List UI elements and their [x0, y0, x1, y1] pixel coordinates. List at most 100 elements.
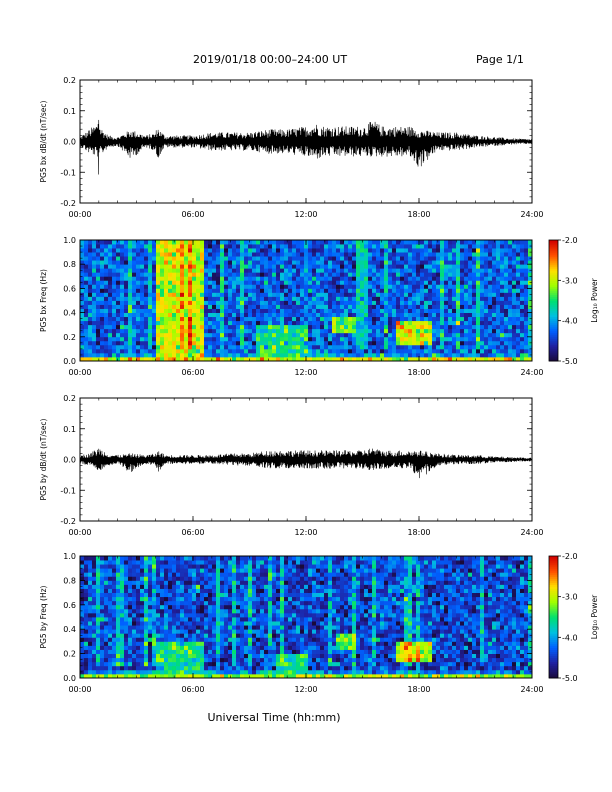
spectrogram-cell	[468, 328, 473, 334]
x-tick-label: 24:00	[520, 528, 543, 537]
spectrogram-cell	[448, 304, 453, 309]
spectrogram-cell	[120, 336, 125, 342]
spectrogram-cell	[148, 612, 153, 618]
spectrogram-cell	[84, 653, 89, 659]
spectrogram-cell	[256, 264, 261, 269]
spectrogram-cell	[516, 324, 521, 330]
spectrogram-cell	[368, 356, 373, 362]
spectrogram-cell	[484, 264, 489, 269]
spectrogram-cell	[524, 240, 529, 245]
spectrogram-cell	[124, 596, 129, 602]
spectrogram-cell	[224, 673, 229, 679]
spectrogram-cell	[124, 568, 129, 573]
spectrogram-cell	[168, 665, 173, 671]
spectrogram-cell	[176, 637, 181, 642]
spectrogram-cell	[124, 560, 129, 565]
spectrogram-cell	[180, 661, 185, 667]
spectrogram-cell	[184, 316, 189, 322]
spectrogram-cell	[176, 576, 181, 581]
spectrogram-cell	[472, 264, 477, 269]
spectrogram-cell	[384, 312, 389, 318]
spectrogram-cell	[128, 300, 133, 305]
spectrogram-cell	[164, 248, 169, 253]
spectrogram-cell	[244, 332, 249, 338]
spectrogram-cell	[288, 348, 293, 354]
spectrogram-cell	[160, 352, 165, 358]
spectrogram-cell	[160, 240, 165, 245]
spectrogram-cell	[176, 588, 181, 593]
spectrogram-cell	[248, 352, 253, 358]
spectrogram-cell	[512, 328, 517, 334]
spectrogram-cell	[188, 300, 193, 305]
spectrogram-cell	[376, 304, 381, 309]
spectrogram-cell	[80, 348, 85, 354]
spectrogram-cell	[176, 356, 181, 362]
spectrogram-cell	[164, 665, 169, 671]
spectrogram-cell	[188, 649, 193, 654]
colorbar-swatch	[549, 294, 558, 297]
spectrogram-cell	[208, 673, 213, 679]
spectrogram-cell	[100, 653, 105, 659]
spectrogram-cell	[252, 260, 257, 265]
spectrogram-cell	[176, 645, 181, 650]
spectrogram-cell	[464, 272, 469, 277]
spectrogram-cell	[440, 240, 445, 245]
spectrogram-cell	[468, 304, 473, 309]
spectrogram-cell	[184, 280, 189, 285]
spectrogram-cell	[180, 612, 185, 618]
spectrogram-cell	[392, 240, 397, 245]
spectrogram-cell	[288, 252, 293, 257]
spectrogram-cell	[324, 316, 329, 322]
colorbar-swatch	[549, 276, 558, 279]
spectrogram-cell	[452, 292, 457, 297]
colorbar-swatch	[549, 254, 558, 257]
spectrogram-cell	[476, 296, 481, 301]
spectrogram-cell	[312, 352, 317, 358]
spectrogram-cell	[352, 268, 357, 273]
spectrogram-cell	[396, 288, 401, 293]
spectrogram-cell	[108, 669, 113, 675]
spectrogram-cell	[228, 556, 233, 561]
spectrogram-cell	[100, 340, 105, 346]
spectrogram-cell	[136, 568, 141, 573]
spectrogram-cell	[168, 288, 173, 293]
spectrogram-cell	[324, 288, 329, 293]
spectrogram-cell	[392, 340, 397, 346]
spectrogram-cell	[240, 340, 245, 346]
spectrogram-cell	[292, 336, 297, 342]
spectrogram-cell	[264, 340, 269, 346]
spectrogram-cell	[88, 316, 93, 322]
spectrogram-cell	[212, 328, 217, 334]
spectrogram-cell	[136, 320, 141, 326]
spectrogram-cell	[136, 588, 141, 593]
spectrogram-cell	[416, 324, 421, 330]
spectrogram-cell	[184, 629, 189, 634]
spectrogram-cell	[388, 320, 393, 326]
spectrogram-cell	[460, 296, 465, 301]
spectrogram-cell	[212, 248, 217, 253]
spectrogram-cell	[136, 657, 141, 663]
spectrogram-cell	[428, 324, 433, 330]
spectrogram-cell	[316, 260, 321, 265]
spectrogram-cell	[412, 252, 417, 257]
spectrogram-cell	[172, 276, 177, 281]
spectrogram-cell	[88, 352, 93, 358]
spectrogram-cell	[152, 617, 157, 622]
spectrogram-cell	[200, 560, 205, 565]
spectrogram-cell	[316, 304, 321, 309]
spectrogram-cell	[96, 625, 101, 630]
spectrogram-cell	[360, 340, 365, 346]
spectrogram-cell	[372, 304, 377, 309]
spectrogram-cell	[148, 272, 153, 277]
spectrogram-cell	[368, 344, 373, 350]
spectrogram-cell	[184, 324, 189, 330]
spectrogram-cell	[456, 268, 461, 273]
spectrogram-cell	[308, 264, 313, 269]
spectrogram-cell	[256, 296, 261, 301]
spectrogram-cell	[428, 248, 433, 253]
spectrogram-cell	[452, 312, 457, 318]
spectrogram-cell	[496, 272, 501, 277]
spectrogram-cell	[404, 260, 409, 265]
spectrogram-cell	[508, 324, 513, 330]
spectrogram-cell	[472, 256, 477, 261]
